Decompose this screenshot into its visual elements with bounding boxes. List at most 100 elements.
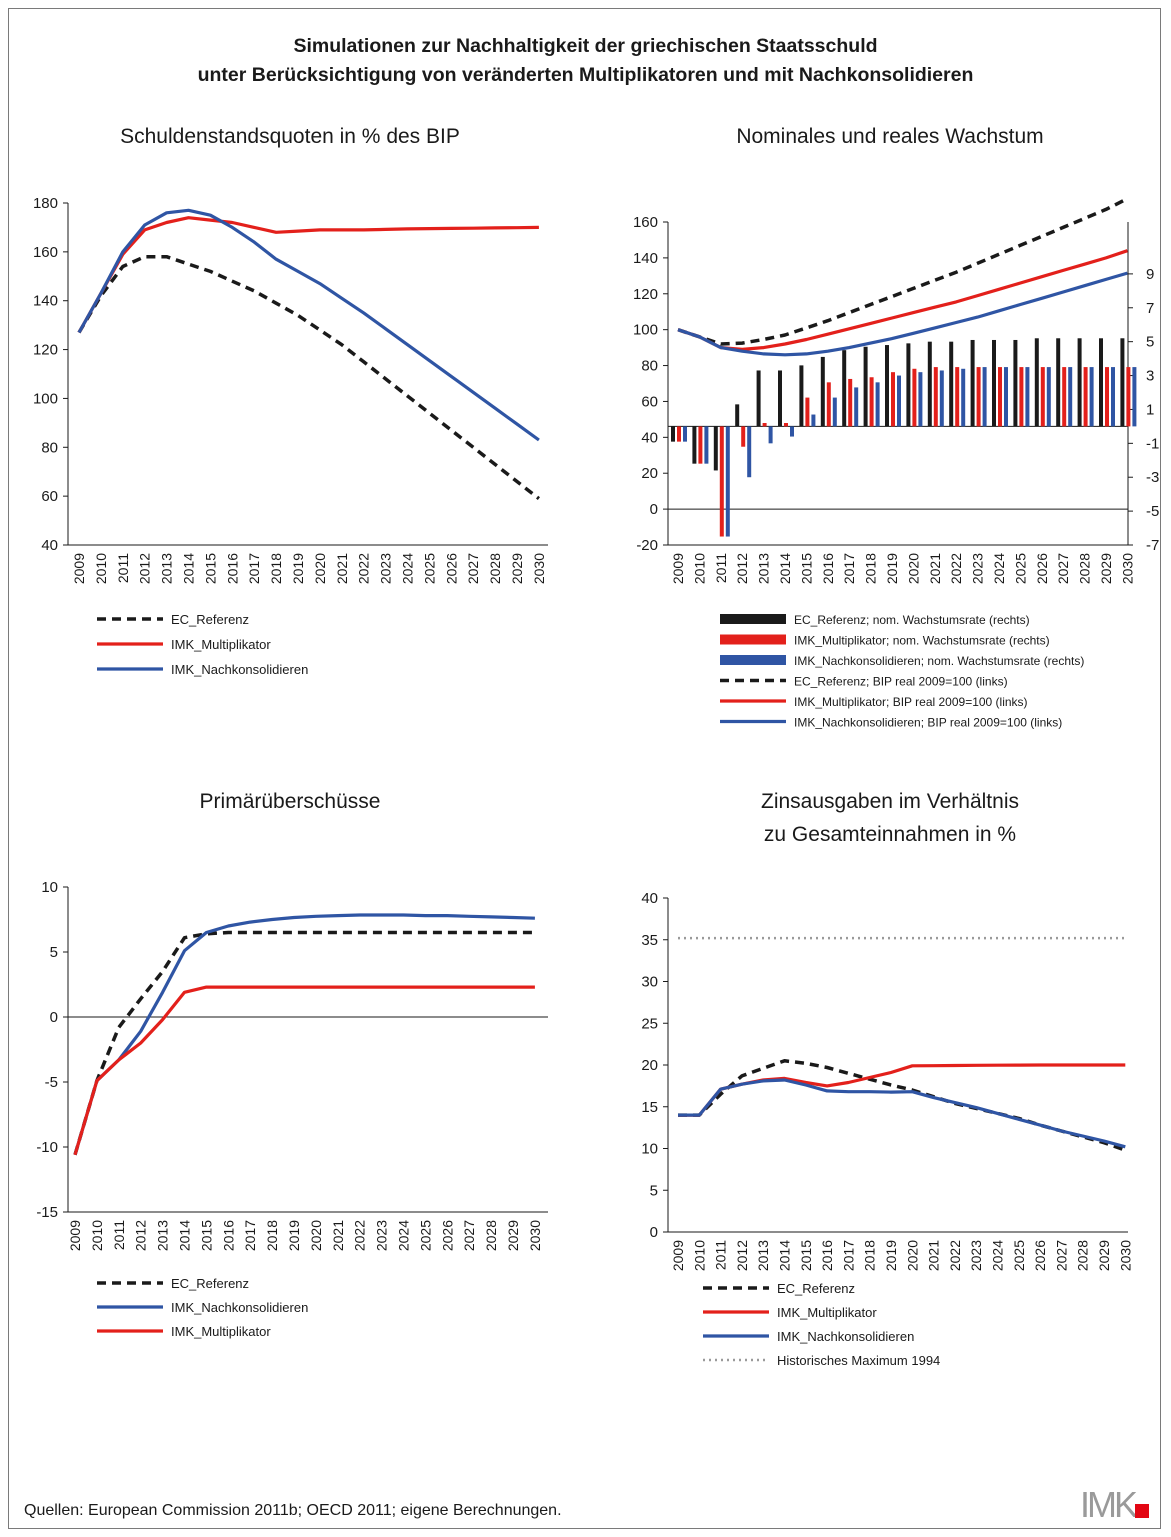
chart2-legend-swatch [720, 614, 786, 624]
chart1-y-tick-label: 180 [33, 195, 58, 212]
chart2-bar-ec-referenz-nom-wachstumsrate-rechts [949, 341, 954, 427]
chart4-x-tick-label: 2025 [1011, 1240, 1027, 1271]
chart2-bar-ec-referenz-nom-wachstumsrate-rechts [692, 426, 697, 464]
chart2-x-tick-label: 2013 [756, 553, 772, 584]
chart3-x-tick-label: 2023 [374, 1220, 390, 1251]
chart2-bar-imk-nachkonsolidieren-nom-wachstumsrate-rechts [897, 375, 901, 427]
chart4-x-tick-label: 2022 [947, 1240, 963, 1271]
chart4-y-tick-label: 40 [641, 890, 658, 907]
chart2-bar-ec-referenz-nom-wachstumsrate-rechts [713, 426, 718, 471]
chart2-series-imk-nachkonsolidieren-bip-real-2009-100-links [677, 271, 1128, 357]
chart4-y-tick-label: 0 [650, 1224, 658, 1241]
chart2-bar-imk-multiplikator-nom-wachstumsrate-rechts [1062, 367, 1067, 427]
chart2-bar-ec-referenz-nom-wachstumsrate-rechts [799, 365, 804, 427]
chart1-series-ec-referenz [77, 254, 540, 500]
chart2-bar-imk-nachkonsolidieren-nom-wachstumsrate-rechts [811, 414, 816, 427]
chart2-bar-imk-nachkonsolidieren-nom-wachstumsrate-rechts [1132, 367, 1137, 427]
chart2-y-tick-label: 120 [633, 286, 658, 303]
chart2-bar-ec-referenz-nom-wachstumsrate-rechts [1013, 339, 1018, 427]
chart4-series-imk-nachkonsolidieren [678, 1078, 1126, 1149]
chart2-legend-swatch [720, 634, 786, 645]
chart2-bar-imk-nachkonsolidieren-nom-wachstumsrate-rechts [982, 367, 987, 427]
chart3-series-ec-referenz [73, 930, 535, 1156]
chart4-x-tick-label: 2018 [862, 1240, 878, 1271]
chart2-bar-imk-nachkonsolidieren-nom-wachstumsrate-rechts [961, 368, 966, 427]
chart3-series-imk-multiplikator [73, 985, 535, 1156]
chart2-bar-imk-multiplikator-nom-wachstumsrate-rechts [698, 426, 703, 464]
chart4-series-imk-multiplikator [678, 1063, 1126, 1117]
chart3-x-tick-label: 2024 [396, 1220, 412, 1251]
chart2-y2-tick-label: 3 [1146, 368, 1154, 385]
chart2-bar-ec-referenz-nom-wachstumsrate-rechts [778, 370, 782, 427]
chart4-y-tick-label: 15 [641, 1099, 658, 1116]
chart2-bar-imk-multiplikator-nom-wachstumsrate-rechts [1126, 367, 1131, 427]
chart2-bar-imk-nachkonsolidieren-nom-wachstumsrate-rechts [1089, 367, 1094, 427]
chart3-x-tick-label: 2030 [527, 1220, 543, 1251]
chart2-x-tick-label: 2029 [1098, 553, 1114, 584]
chart2-bar-imk-multiplikator-nom-wachstumsrate-rechts [848, 378, 853, 427]
chart3-x-tick-label: 2013 [155, 1220, 171, 1251]
chart3-legend-label: EC_Referenz [171, 1276, 249, 1291]
chart3-y-tick-label: 10 [41, 879, 58, 896]
chart2-bar-imk-multiplikator-nom-wachstumsrate-rechts [869, 377, 874, 427]
chart3-x-tick-label: 2015 [198, 1220, 214, 1251]
chart1-x-tick-label: 2023 [378, 553, 394, 584]
chart2-y-tick-label: 160 [633, 214, 658, 231]
chart3-x-tick-label: 2018 [264, 1220, 280, 1251]
chart2-bar-imk-nachkonsolidieren-nom-wachstumsrate-rechts [1025, 367, 1030, 427]
chart1-y-tick-label: 60 [41, 488, 58, 505]
chart3-y-tick-label: -15 [36, 1204, 58, 1221]
figure-frame [8, 8, 1161, 1529]
chart3-x-tick-label: 2025 [417, 1220, 433, 1251]
chart2-bar-imk-nachkonsolidieren-nom-wachstumsrate-rechts [704, 426, 709, 464]
chart3-x-tick-label: 2021 [330, 1220, 346, 1251]
chart4-x-tick-label: 2026 [1032, 1240, 1048, 1271]
chart4-x-tick-label: 2019 [883, 1240, 899, 1271]
chart1-x-tick-label: 2022 [356, 553, 372, 584]
chart2-x-tick-label: 2020 [905, 553, 921, 584]
chart4-legend-label: Historisches Maximum 1994 [777, 1353, 940, 1368]
chart2-bar-ec-referenz-nom-wachstumsrate-rechts [992, 339, 996, 427]
chart2-bar-imk-nachkonsolidieren-nom-wachstumsrate-rechts [790, 426, 794, 437]
chart2-bar-imk-multiplikator-nom-wachstumsrate-rechts [912, 368, 917, 427]
chart2-x-tick-label: 2010 [691, 553, 707, 584]
chart2-legend-label: IMK_Multiplikator; BIP real 2009=100 (li… [794, 695, 1028, 709]
chart4-title-line1: Zinsausgaben im Verhältnis [761, 790, 1019, 813]
chart2-bar-ec-referenz-nom-wachstumsrate-rechts [756, 370, 761, 427]
chart2-x-tick-label: 2019 [884, 553, 900, 584]
chart1-x-tick-label: 2019 [290, 553, 306, 584]
chart4-series-ec-referenz [678, 1059, 1126, 1152]
chart1-x-tick-label: 2028 [487, 553, 503, 584]
chart1-title: Schuldenstandsquoten in % des BIP [120, 125, 460, 148]
chart2-bar-imk-nachkonsolidieren-nom-wachstumsrate-rechts [768, 426, 773, 444]
source-note: Quellen: European Commission 2011b; OECD… [24, 1502, 562, 1519]
chart1-x-tick-label: 2024 [400, 553, 416, 584]
chart2-x-tick-label: 2028 [1077, 553, 1093, 584]
chart4-y-tick-label: 20 [641, 1057, 658, 1074]
chart3-y-tick-label: 0 [50, 1009, 58, 1026]
chart1-x-tick-label: 2011 [115, 553, 131, 583]
chart2-bar-ec-referenz-nom-wachstumsrate-rechts [1120, 338, 1125, 427]
chart3-x-tick-label: 2010 [89, 1220, 105, 1251]
chart2-bar-imk-multiplikator-nom-wachstumsrate-rechts [677, 426, 681, 442]
chart3-x-tick-label: 2029 [505, 1220, 521, 1251]
chart4-x-tick-label: 2016 [819, 1240, 835, 1271]
chart3-x-tick-label: 2020 [308, 1220, 324, 1251]
chart2-y-tick-label: 40 [641, 429, 658, 446]
chart4-legend-label: IMK_Nachkonsolidieren [777, 1329, 914, 1344]
chart2-bar-ec-referenz-nom-wachstumsrate-rechts [970, 339, 975, 427]
chart1-x-tick-label: 2013 [159, 553, 175, 584]
chart2-x-tick-label: 2014 [777, 553, 793, 584]
chart2-x-tick-label: 2030 [1119, 553, 1135, 584]
chart1-x-tick-label: 2027 [465, 553, 481, 584]
chart2-legend-label: IMK_Nachkonsolidieren; nom. Wachstumsrat… [794, 654, 1084, 668]
chart2-legend-label: IMK_Nachkonsolidieren; BIP real 2009=100… [794, 716, 1062, 730]
chart2-bar-imk-nachkonsolidieren-nom-wachstumsrate-rechts [747, 426, 752, 478]
chart2-x-tick-label: 2025 [1012, 553, 1028, 584]
chart2-y-tick-label: 140 [633, 250, 658, 267]
chart4-x-tick-label: 2028 [1075, 1240, 1091, 1271]
main-title-line1: Simulationen zur Nachhaltigkeit der grie… [293, 35, 878, 57]
chart2-series-ec-referenz-bip-real-2009-100-links [677, 197, 1129, 346]
chart2-bar-imk-nachkonsolidieren-nom-wachstumsrate-rechts [1046, 367, 1051, 427]
